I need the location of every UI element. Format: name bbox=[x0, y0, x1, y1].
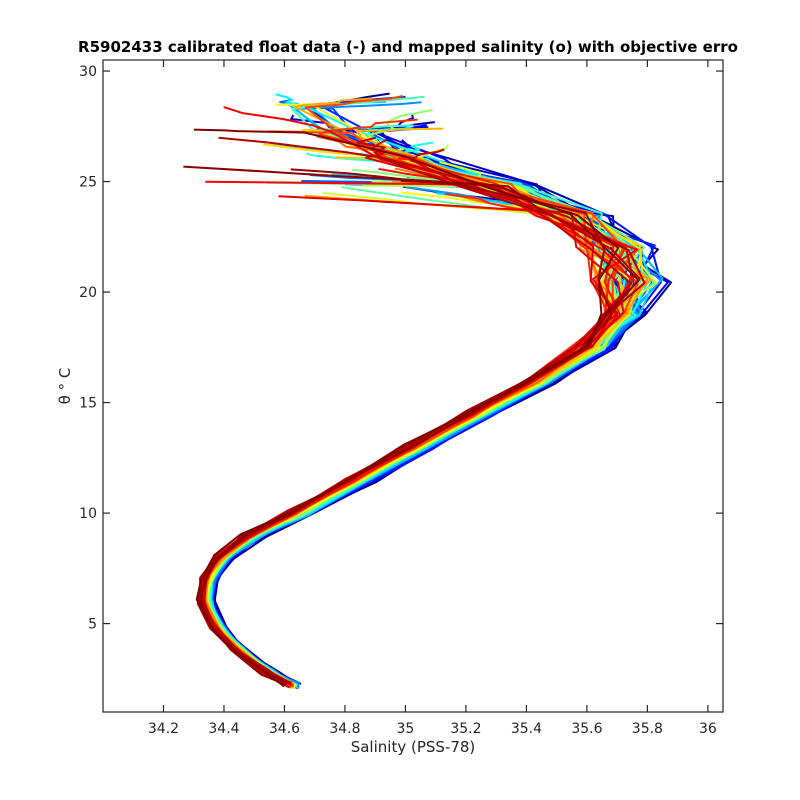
profile-line bbox=[207, 173, 639, 688]
profile-line bbox=[205, 147, 633, 686]
x-tick-label: 35.8 bbox=[632, 721, 663, 737]
profile-line bbox=[198, 180, 632, 685]
x-axis-label: Salinity (PSS-78) bbox=[351, 738, 476, 756]
profile-line bbox=[210, 174, 642, 690]
chart-title: R5902433 calibrated float data (-) and m… bbox=[78, 38, 738, 56]
profile-lines bbox=[183, 92, 673, 690]
x-axis: 34.2 34.4 34.6 34.8 35 35.2 35.4 35.6 35.8 36 bbox=[148, 60, 717, 737]
profile-line bbox=[209, 183, 629, 688]
profile-line bbox=[203, 103, 610, 684]
x-tick-label: 34.2 bbox=[148, 721, 179, 737]
plot-frame bbox=[102, 59, 724, 713]
profile-line bbox=[204, 168, 622, 685]
x-tick-label: 34.8 bbox=[329, 721, 360, 737]
profile-line bbox=[201, 184, 617, 690]
profile-line bbox=[199, 167, 622, 687]
profile-line bbox=[210, 103, 633, 690]
x-tick-label: 35.4 bbox=[511, 721, 542, 737]
x-tick-label: 36 bbox=[699, 721, 717, 737]
x-tick-label: 34.6 bbox=[269, 721, 300, 737]
profile-line bbox=[197, 195, 625, 685]
y-axis: 5 10 15 20 25 30 bbox=[79, 64, 723, 633]
profile-line bbox=[210, 177, 643, 684]
profile-line bbox=[203, 167, 607, 687]
profile-line bbox=[208, 149, 624, 686]
profile-line bbox=[202, 172, 646, 688]
profile-line bbox=[204, 180, 623, 689]
profile-line bbox=[200, 155, 628, 688]
x-tick-label: 35.6 bbox=[571, 721, 602, 737]
profile-line bbox=[209, 99, 642, 685]
profile-line bbox=[207, 114, 634, 686]
profile-line bbox=[203, 173, 643, 686]
profile-line bbox=[199, 156, 629, 685]
y-axis-label: θ ° C bbox=[56, 368, 74, 405]
profile-line bbox=[197, 180, 646, 686]
x-tick-label: 35 bbox=[397, 721, 415, 737]
profile-line bbox=[202, 161, 631, 688]
y-tick-label: 20 bbox=[79, 285, 97, 301]
y-tick-label: 15 bbox=[79, 396, 97, 412]
y-tick-label: 25 bbox=[79, 175, 97, 191]
profile-line bbox=[183, 165, 640, 685]
profile-line bbox=[197, 192, 611, 687]
y-tick-label: 5 bbox=[88, 617, 97, 633]
x-tick-label: 35.2 bbox=[450, 721, 481, 737]
profile-line bbox=[193, 128, 620, 688]
y-tick-label: 30 bbox=[79, 64, 97, 80]
profile-line bbox=[208, 152, 626, 688]
profile-line bbox=[199, 168, 613, 686]
x-tick-label: 34.4 bbox=[208, 721, 239, 737]
y-tick-label: 10 bbox=[79, 506, 97, 522]
profile-line bbox=[201, 186, 633, 686]
